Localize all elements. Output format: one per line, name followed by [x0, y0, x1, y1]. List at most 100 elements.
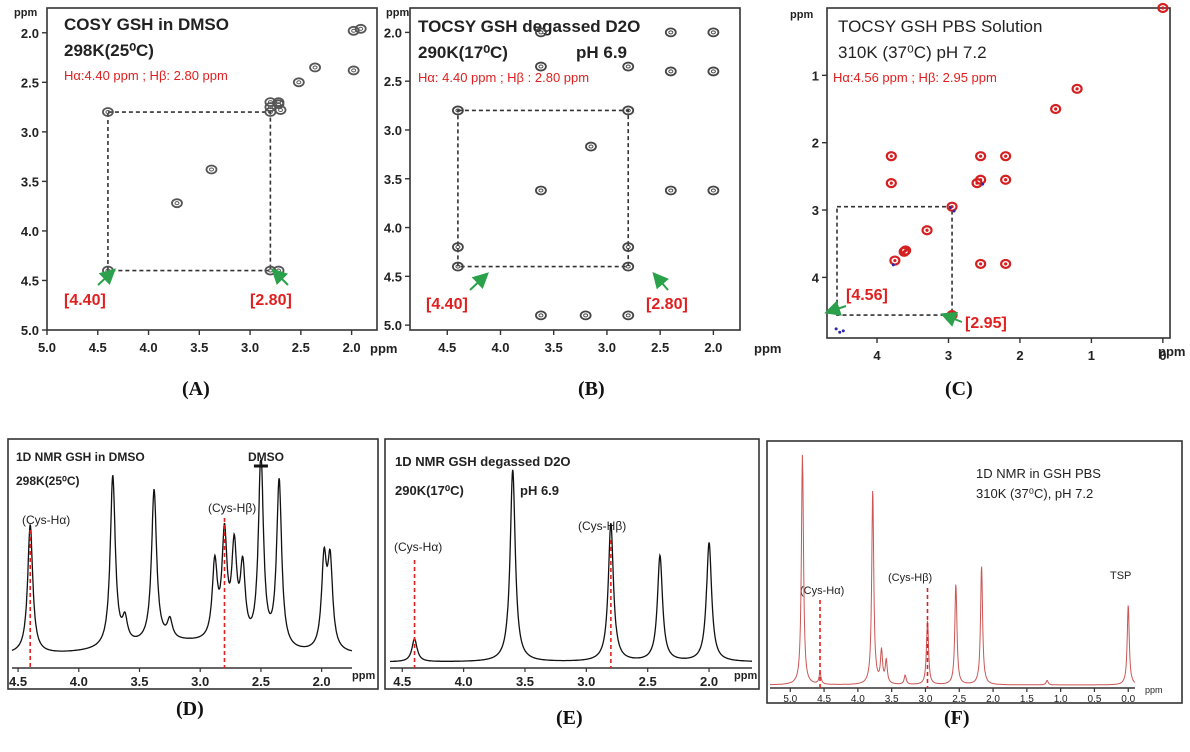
panel-c-shifts: Hα:4.56 ppm ; Hβ: 2.95 ppm	[833, 70, 997, 85]
panel-a-ppm-top: ppm	[14, 7, 37, 19]
cross-peak-core	[975, 181, 979, 185]
cross-peak-inner	[625, 64, 631, 69]
spectrum-trace	[770, 454, 1136, 686]
cross-peak	[889, 255, 901, 266]
cross-peak-inner	[710, 69, 716, 74]
panel-c-label: (C)	[945, 378, 973, 400]
cross-peak-inner	[710, 30, 716, 35]
cross-peak	[1157, 2, 1169, 14]
panel-e-temp: 290K(17⁰C)	[395, 483, 464, 498]
y-tick-label: 4.5	[21, 273, 39, 288]
cross-peak-core	[1004, 154, 1008, 158]
cross-peak	[347, 25, 360, 36]
panel-d: 1D NMR GSH in DMSO 298K(25⁰C) DMSO (Cys-…	[7, 438, 379, 720]
cross-peak-core	[950, 313, 954, 317]
panel-e: 1D NMR GSH degassed D2O 290K(17⁰C) pH 6.…	[384, 438, 760, 729]
cross-peak	[898, 246, 910, 257]
x-tick-label: 3.5	[545, 340, 563, 355]
x-tick-label: 5.0	[783, 694, 797, 705]
cross-peak-inner	[538, 64, 544, 69]
cross-peak-core	[893, 258, 897, 263]
cross-peak-inner	[267, 105, 273, 110]
panel-d-x-unit: ppm	[352, 670, 375, 682]
x-tick-label: 3.0	[598, 340, 616, 355]
x-tick-label: 2.5	[952, 694, 966, 705]
x-tick-label: 3	[945, 348, 952, 363]
x-tick-label: 2.0	[343, 340, 361, 355]
x-tick-label: 2.0	[704, 340, 722, 355]
y-tick-label: 3.5	[21, 174, 39, 189]
y-tick-label: 4	[812, 270, 820, 285]
panel-c-axes: 4 3 2 1 0 1 2 3 4	[812, 68, 1167, 363]
y-tick-label: 4.0	[384, 221, 402, 236]
cross-peak-inner	[208, 167, 214, 172]
y-tick-label: 2.0	[384, 25, 402, 40]
cross-peak	[622, 242, 635, 252]
negative-contour	[952, 209, 956, 213]
panel-c-arrow-left	[824, 300, 847, 316]
panel-b-axes: 4.5 4.0 3.5 3.0 2.5 2.0 2.0 2.5 3.0 3.5 4.0 4.5 5.0	[384, 25, 723, 355]
x-tick-label: 4.5	[9, 674, 27, 689]
cross-peak	[885, 151, 897, 162]
negative-contour	[841, 329, 845, 333]
panel-c-title: TOCSY GSH PBS Solution	[838, 17, 1042, 36]
cross-peak-inner	[278, 108, 284, 113]
cross-peak	[921, 225, 933, 236]
cross-peak-core	[925, 228, 929, 232]
cross-peak-inner	[588, 144, 594, 149]
cross-peak	[309, 62, 321, 73]
y-tick-label: 5.0	[21, 323, 39, 338]
x-tick-label: 4.5	[393, 674, 411, 689]
connectivity-box	[836, 205, 953, 316]
cross-peak-inner	[710, 188, 716, 193]
x-tick-label: 3.5	[130, 674, 148, 689]
cross-peak	[707, 27, 720, 38]
cross-peak	[622, 261, 635, 272]
x-tick-label: 2.5	[639, 674, 657, 689]
cross-peak-inner	[455, 108, 461, 113]
cross-peak-inner	[668, 30, 674, 35]
cross-peak-core	[1004, 178, 1008, 182]
panel-f-x-unit: ppm	[1145, 685, 1163, 695]
cross-peak-core	[979, 262, 983, 266]
panel-b-ph: pH 6.9	[576, 43, 627, 62]
cross-peak-inner	[351, 68, 357, 73]
panel-f-frame	[766, 440, 1183, 704]
cross-peak	[535, 61, 547, 72]
connectivity-box	[457, 109, 630, 268]
cross-peak-core	[1054, 107, 1058, 111]
cross-peak-inner	[174, 201, 180, 206]
x-tick-label: 2	[1016, 348, 1023, 363]
panel-a-label: (A)	[182, 378, 210, 400]
cross-peak-core	[889, 154, 893, 158]
cross-peak	[664, 66, 677, 77]
spectrum-trace	[11, 459, 353, 652]
panel-b: ppm TOCSY GSH degassed D2O 290K(17⁰C) pH…	[384, 7, 782, 400]
cross-peak	[975, 258, 987, 270]
x-tick-label: 3.0	[191, 674, 209, 689]
panel-f-hb: (Cys-Hβ)	[888, 572, 932, 584]
panel-c-arrow-right	[940, 311, 963, 327]
cross-peak-core	[1004, 262, 1008, 266]
cross-peak	[452, 261, 464, 272]
x-tick-label: 4.0	[70, 674, 88, 689]
cross-peak-core	[979, 154, 983, 158]
cross-peak	[264, 102, 277, 112]
cross-peak	[707, 66, 720, 77]
cross-peak-inner	[583, 313, 589, 318]
panel-b-frame	[409, 7, 741, 331]
cross-peak	[205, 164, 218, 175]
cross-peak-inner	[455, 264, 461, 269]
x-tick-label: 2.0	[986, 694, 1000, 705]
cross-peak	[622, 105, 635, 116]
cross-peak-inner	[538, 30, 544, 35]
y-tick-label: 2.0	[21, 26, 39, 41]
x-tick-label: 4.5	[817, 694, 831, 705]
negative-contour	[948, 206, 952, 210]
panel-a-title: COSY GSH in DMSO	[64, 15, 229, 34]
x-tick-label: 5.0	[38, 340, 56, 355]
cross-peak	[664, 185, 677, 196]
panel-e-ha: (Cys-Hα)	[394, 540, 442, 554]
cross-peak	[171, 198, 183, 209]
cross-peak	[1071, 83, 1083, 94]
